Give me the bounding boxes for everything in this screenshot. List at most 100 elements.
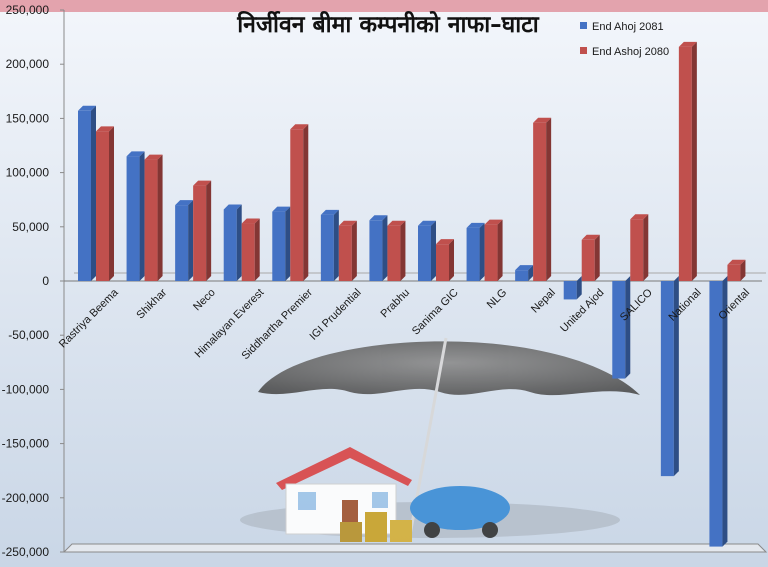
bar-side	[351, 220, 357, 281]
y-tick-label: -200,000	[2, 491, 50, 505]
bar-side	[431, 220, 436, 281]
legend-swatch-2081	[580, 22, 587, 29]
bar-front	[563, 281, 577, 300]
bar-top	[78, 105, 96, 111]
bar-front	[418, 225, 431, 281]
bar-2080	[678, 41, 697, 281]
bar-top	[418, 220, 436, 226]
bar-side	[528, 265, 534, 281]
y-tick-label: 100,000	[6, 166, 50, 180]
bar-2080	[630, 214, 649, 281]
bar-front	[223, 209, 237, 281]
bar-front	[678, 46, 692, 281]
y-tick-label: -50,000	[8, 328, 49, 342]
insurance-umbrella-illustration	[240, 337, 640, 542]
bar-2080	[484, 219, 503, 281]
y-tick-label: -100,000	[2, 382, 50, 396]
bar-side	[546, 117, 552, 282]
bar-top	[320, 209, 339, 215]
bar-top	[193, 180, 212, 186]
bar-2081	[612, 276, 631, 379]
bar-front	[78, 110, 91, 281]
bar-side	[479, 222, 485, 281]
bar-2081	[660, 276, 679, 477]
bar-side	[722, 276, 728, 547]
bar-top	[533, 117, 552, 123]
bar-2081	[223, 204, 242, 281]
bar-top	[678, 41, 697, 47]
y-tick-label: 150,000	[6, 111, 50, 125]
bar-top	[727, 259, 746, 265]
bar-2081	[466, 222, 485, 281]
y-tick-label: -150,000	[2, 437, 50, 451]
bar-top	[175, 200, 194, 206]
bar-2081	[175, 200, 194, 281]
bar-side	[188, 200, 194, 281]
bar-front	[272, 211, 286, 281]
bar-front	[96, 131, 109, 281]
chart-floor	[62, 543, 768, 553]
bar-side	[139, 151, 145, 281]
bar-front	[320, 214, 334, 281]
bar-front	[484, 224, 498, 281]
bar-front	[727, 264, 741, 281]
bar-side	[691, 41, 697, 281]
bar-front	[126, 156, 140, 281]
bar-side	[157, 154, 163, 281]
chart-title: निर्जीवन बीमा कम्पनीको नाफा–घाटा	[236, 10, 540, 38]
bar-top	[466, 222, 485, 228]
bar-2080	[436, 239, 454, 281]
bar-front	[387, 225, 401, 281]
bar-side	[303, 124, 309, 282]
bar-front	[241, 223, 255, 281]
bar-2080	[338, 220, 357, 281]
bar-top	[338, 220, 357, 226]
bar-front	[630, 219, 644, 281]
bar-top	[436, 239, 454, 245]
bar-top	[369, 215, 388, 221]
bar-2080	[581, 234, 600, 281]
bar-2080	[387, 220, 406, 281]
bar-side	[254, 218, 260, 281]
bar-2080	[193, 180, 212, 281]
bar-top	[272, 206, 291, 212]
bar-2081	[320, 209, 339, 281]
bar-side	[382, 215, 388, 281]
bar-front	[533, 122, 547, 282]
bar-2080	[96, 126, 114, 282]
bar-2081	[563, 276, 582, 300]
bar-side	[91, 105, 96, 281]
legend-label-2080: End Ashoj 2080	[592, 46, 669, 58]
bars-group	[78, 41, 746, 547]
bar-top	[387, 220, 406, 226]
bar-2080	[533, 117, 552, 282]
bar-top	[515, 265, 534, 271]
bar-top	[144, 154, 163, 160]
bar-side	[594, 234, 600, 281]
bar-2080	[727, 259, 746, 281]
bar-top	[96, 126, 114, 132]
top-accent-strip	[0, 0, 768, 12]
bar-side	[643, 214, 649, 281]
bar-2080	[290, 124, 309, 282]
bar-front	[581, 239, 595, 281]
bar-front	[612, 281, 626, 379]
bar-side	[206, 180, 212, 281]
bar-top	[241, 218, 260, 224]
bar-top	[126, 151, 145, 157]
bar-2081	[709, 276, 728, 547]
legend-label-2081: End Ahoj 2081	[592, 21, 664, 33]
bar-side	[576, 276, 582, 300]
y-tick-label: 0	[42, 274, 49, 288]
legend-swatch-2080	[580, 47, 587, 54]
bar-front	[144, 159, 158, 281]
bar-top	[223, 204, 242, 210]
bar-front	[338, 225, 352, 281]
bar-front	[175, 205, 189, 281]
bar-2080	[144, 154, 163, 281]
bar-front	[515, 270, 529, 281]
bar-front	[709, 281, 723, 547]
bar-front	[290, 129, 304, 281]
